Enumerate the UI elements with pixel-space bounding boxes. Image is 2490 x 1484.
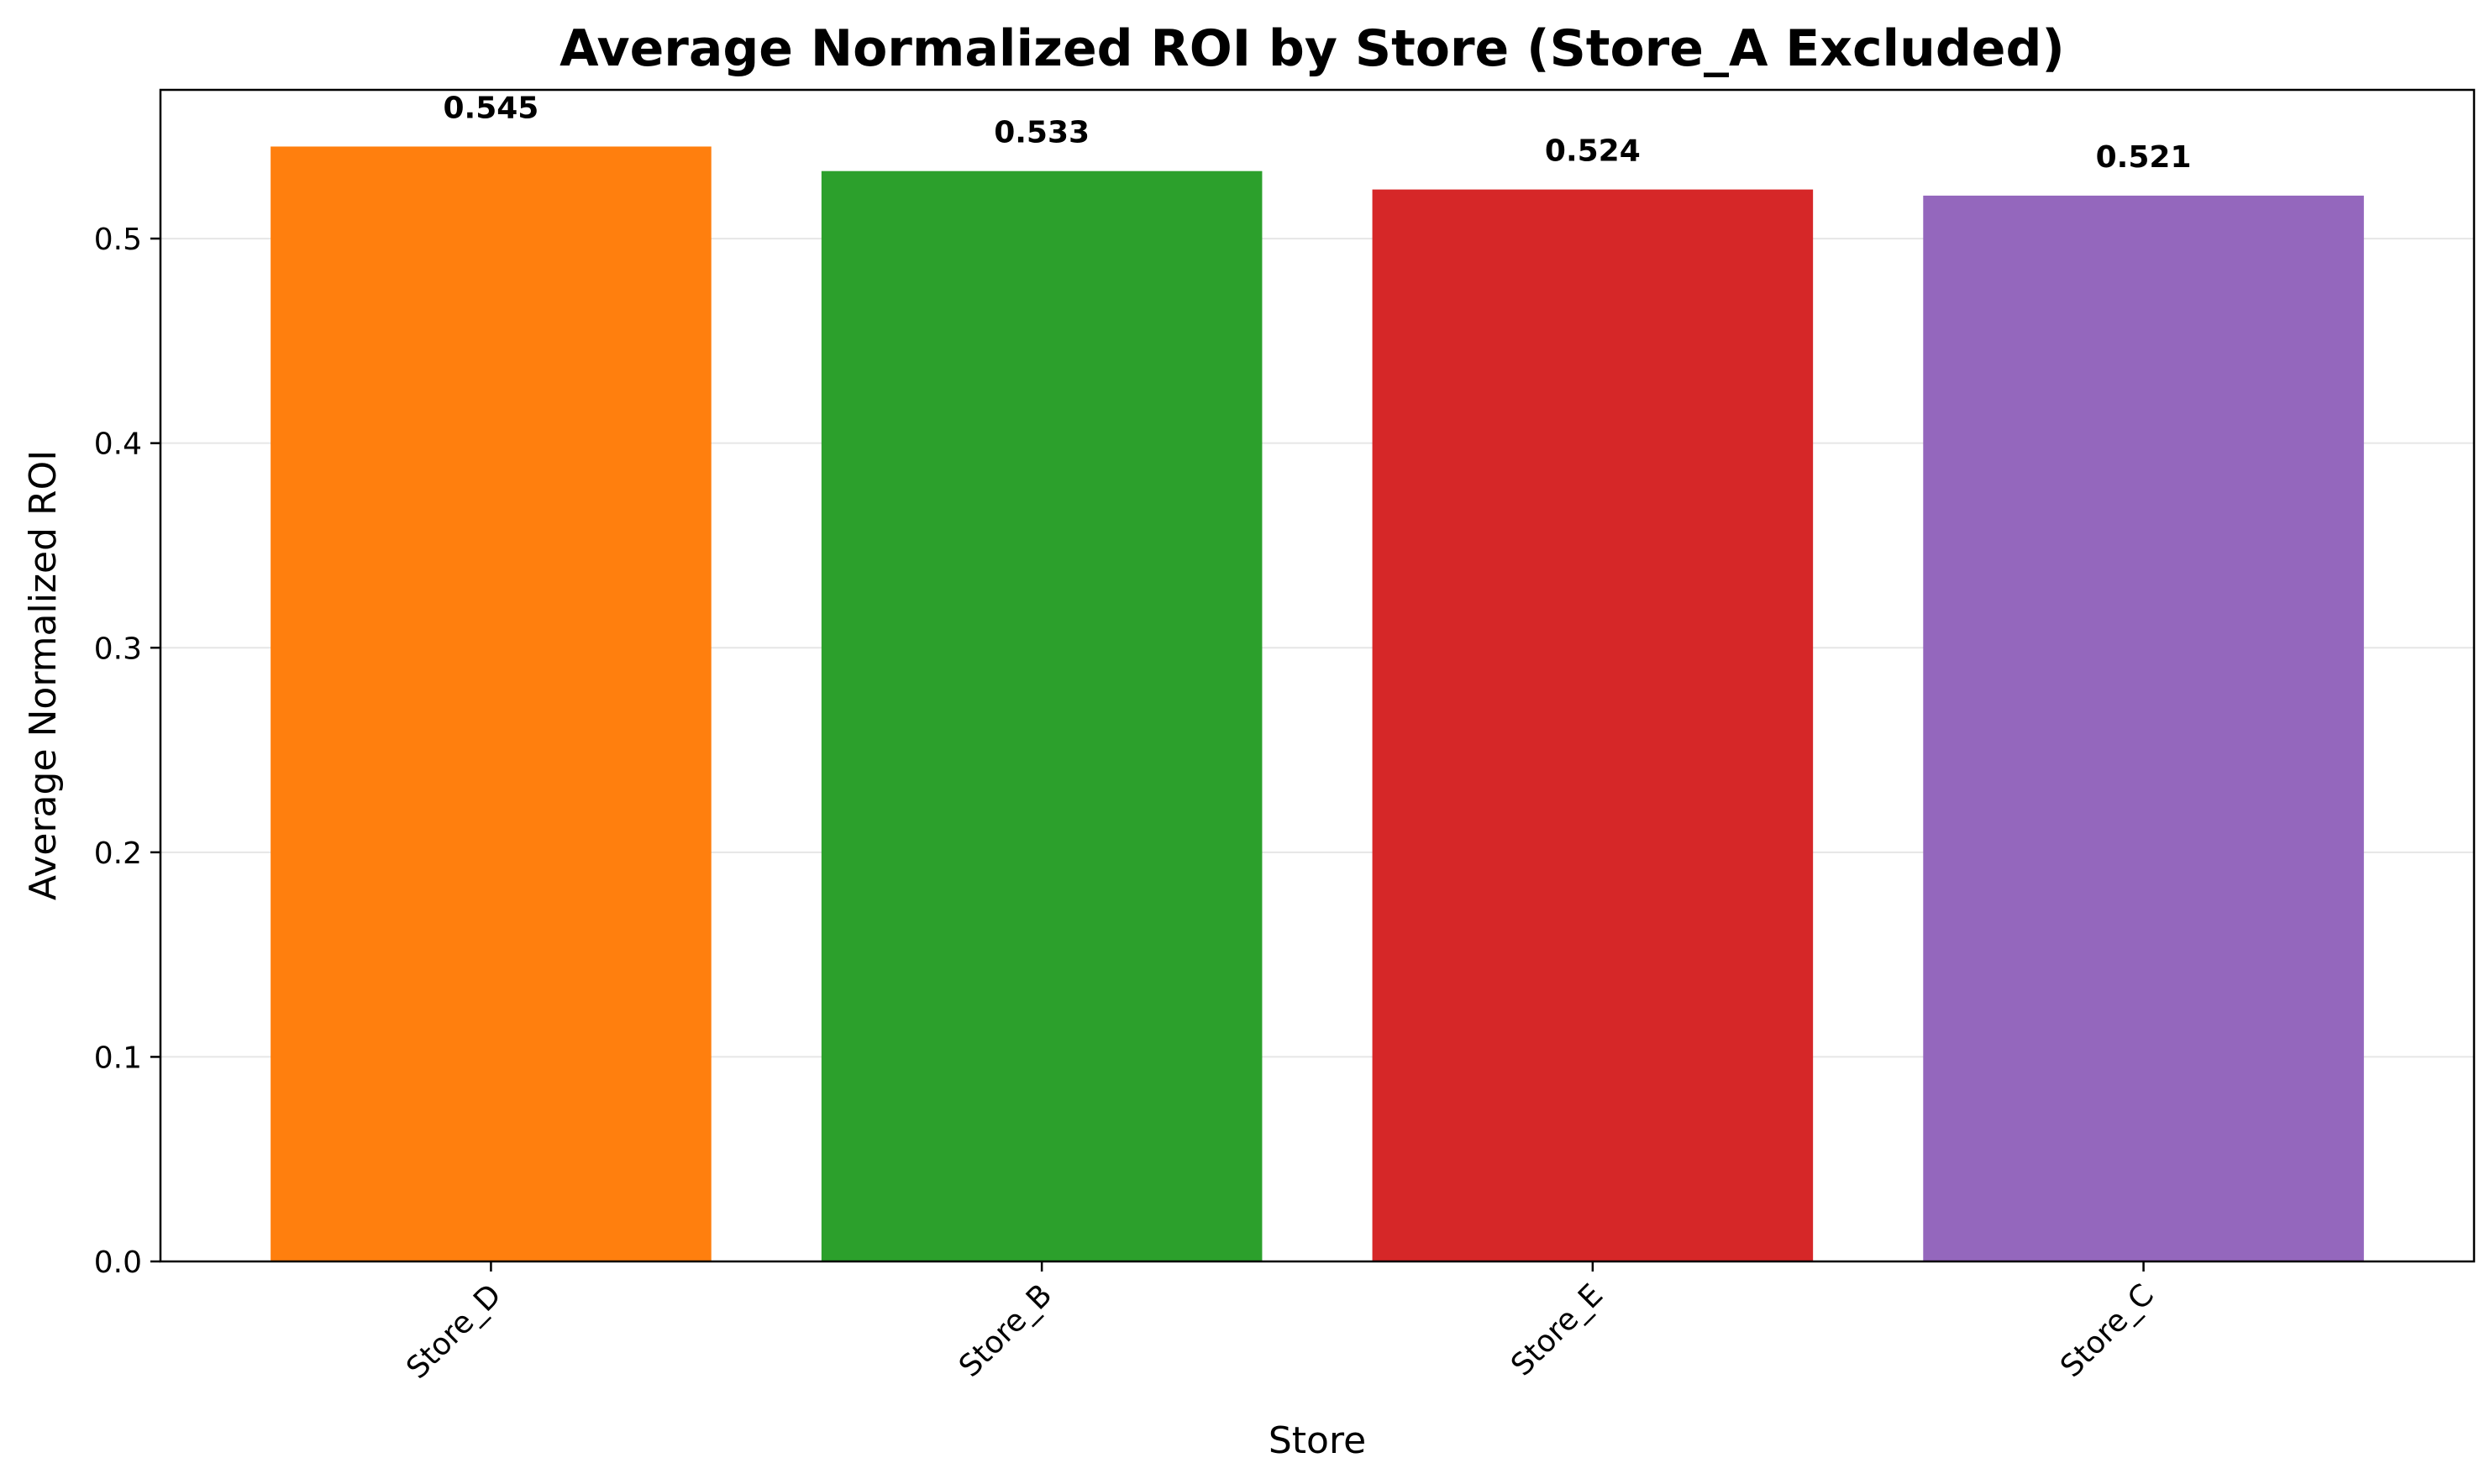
y-tick-label: 0.0 xyxy=(94,1245,142,1280)
y-tick-label: 0.2 xyxy=(94,836,142,871)
x-axis-ticks: Store_D Store_B Store_E Store_C xyxy=(400,1261,2161,1386)
bar-value-labels: 0.545 0.533 0.524 0.521 xyxy=(443,91,2191,174)
y-tick-label: 0.4 xyxy=(94,427,142,462)
y-tick-label: 0.5 xyxy=(94,223,142,257)
x-axis-label: Store xyxy=(1269,1419,1366,1462)
y-tick-label: 0.3 xyxy=(94,632,142,666)
x-tick-label: Store_E xyxy=(1505,1277,1610,1382)
bar-value-label: 0.524 xyxy=(1545,134,1641,169)
bar xyxy=(1372,189,1814,1261)
bar xyxy=(271,146,712,1261)
plot-frame xyxy=(159,88,2476,1263)
y-axis-ticks: 0.0 0.1 0.2 0.3 0.4 0.5 xyxy=(94,223,160,1280)
y-axis-label: Average Normalized ROI xyxy=(22,450,65,900)
x-tick-label: Store_C xyxy=(2054,1277,2161,1384)
bar xyxy=(821,170,1263,1261)
bar-value-label: 0.521 xyxy=(2096,140,2192,175)
y-tick-label: 0.1 xyxy=(94,1041,142,1075)
bar-value-label: 0.533 xyxy=(994,116,1090,150)
bar xyxy=(1923,195,2364,1262)
x-tick-label: Store_B xyxy=(953,1277,1059,1383)
bar-value-label: 0.545 xyxy=(443,91,538,125)
x-tick-label: Store_D xyxy=(400,1277,508,1386)
bars xyxy=(271,146,2364,1262)
chart-title: Average Normalized ROI by Store (Store_A… xyxy=(559,19,2065,78)
